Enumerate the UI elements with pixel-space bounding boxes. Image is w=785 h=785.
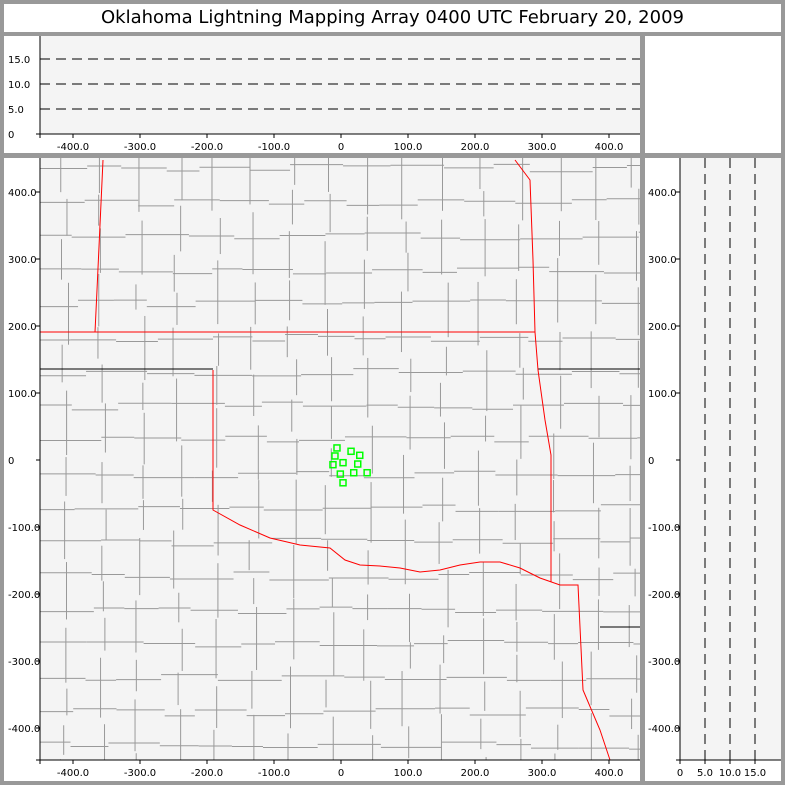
lightning-source-point bbox=[349, 468, 358, 477]
corner-panel bbox=[645, 36, 781, 153]
x-tick-label: -400.0 bbox=[57, 768, 89, 779]
x-tick-label: 100.0 bbox=[394, 142, 423, 153]
y-tick-label: -400.0 bbox=[8, 724, 40, 735]
state-border-oklahoma-east bbox=[514, 159, 552, 582]
x-tick-label: 400.0 bbox=[595, 768, 624, 779]
y-tick-label: 0 bbox=[648, 456, 654, 467]
lightning-source-point bbox=[329, 460, 337, 469]
east-west-altitude-plot: 0 5.0 10.0 15.0 -400.0 -300.0 -200.0 -100.0 0 100… bbox=[8, 36, 640, 153]
plot-area bbox=[40, 36, 640, 134]
north-south-altitude-panel: 400.0 300.0 200.0 100.0 0 -100.0 -200.0 -300.0 -… bbox=[645, 158, 785, 781]
y-tick-label: 0 bbox=[8, 130, 14, 141]
y-tick-label: 100.0 bbox=[648, 389, 677, 400]
lightning-source-point bbox=[339, 458, 347, 467]
x-tick-label: 5.0 bbox=[697, 768, 713, 779]
x-tick-label: -300.0 bbox=[124, 142, 156, 153]
east-west-altitude-panel: 0 5.0 10.0 15.0 -400.0 -300.0 -200.0 -100.0 0 100… bbox=[4, 36, 640, 153]
plot-area bbox=[680, 158, 785, 760]
x-tick-label: 200.0 bbox=[461, 142, 490, 153]
lightning-source-point bbox=[336, 470, 345, 478]
y-tick-label: -400.0 bbox=[648, 724, 680, 735]
state-border-panhandle-west bbox=[94, 159, 104, 333]
x-tick-label: 15.0 bbox=[744, 768, 766, 779]
lightning-source-point bbox=[339, 479, 347, 487]
lightning-source-point bbox=[347, 447, 355, 456]
lightning-source-point bbox=[356, 451, 364, 460]
y-tick-label: -300.0 bbox=[648, 657, 680, 668]
y-tick-label: 200.0 bbox=[648, 322, 677, 333]
north-south-altitude-plot: 400.0 300.0 200.0 100.0 0 -100.0 -200.0 -300.0 -… bbox=[648, 158, 785, 779]
y-tick-label: 200.0 bbox=[8, 322, 37, 333]
y-tick-label: -200.0 bbox=[8, 590, 40, 601]
y-tick-label: 400.0 bbox=[8, 188, 37, 199]
county-lines bbox=[40, 158, 640, 760]
plan-view-panel: 400.0 300.0 200.0 100.0 0 -100.0 -200.0 -300.0 -… bbox=[4, 158, 640, 781]
y-tick-label: -300.0 bbox=[8, 657, 40, 668]
lightning-source-point bbox=[354, 460, 362, 468]
x-tick-label: -200.0 bbox=[191, 768, 223, 779]
chart-title: Oklahoma Lightning Mapping Array 0400 UT… bbox=[4, 4, 781, 32]
y-tick-label: -200.0 bbox=[648, 590, 680, 601]
y-tick-label: 10.0 bbox=[8, 80, 30, 91]
lightning-source-point bbox=[333, 444, 341, 452]
y-tick-label: 400.0 bbox=[648, 188, 677, 199]
x-tick-label: -100.0 bbox=[258, 768, 290, 779]
plan-view-map: 400.0 300.0 200.0 100.0 0 -100.0 -200.0 -300.0 -… bbox=[8, 158, 640, 779]
lightning-source-point bbox=[363, 468, 371, 477]
x-tick-label: 0 bbox=[338, 768, 344, 779]
x-tick-label: 300.0 bbox=[528, 142, 557, 153]
x-tick-label: -200.0 bbox=[191, 142, 223, 153]
y-tick-label: 15.0 bbox=[8, 55, 30, 66]
x-tick-label: -100.0 bbox=[258, 142, 290, 153]
x-tick-label: 300.0 bbox=[528, 768, 557, 779]
y-tick-label: -100.0 bbox=[648, 523, 680, 534]
y-tick-label: 100.0 bbox=[8, 389, 37, 400]
x-tick-label: 400.0 bbox=[595, 142, 624, 153]
x-tick-label: 0 bbox=[338, 142, 344, 153]
y-tick-label: -100.0 bbox=[8, 523, 40, 534]
y-tick-label: 300.0 bbox=[648, 255, 677, 266]
x-tick-label: 200.0 bbox=[461, 768, 490, 779]
x-tick-label: 100.0 bbox=[394, 768, 423, 779]
y-tick-label: 5.0 bbox=[8, 105, 24, 116]
x-tick-label: 10.0 bbox=[719, 768, 741, 779]
x-tick-label: -400.0 bbox=[57, 142, 89, 153]
x-tick-label: 0 bbox=[677, 768, 683, 779]
x-tick-label: -300.0 bbox=[124, 768, 156, 779]
lightning-source-point bbox=[331, 452, 339, 460]
state-border-red-river bbox=[212, 370, 611, 761]
y-tick-label: 300.0 bbox=[8, 255, 37, 266]
y-tick-label: 0 bbox=[8, 456, 14, 467]
